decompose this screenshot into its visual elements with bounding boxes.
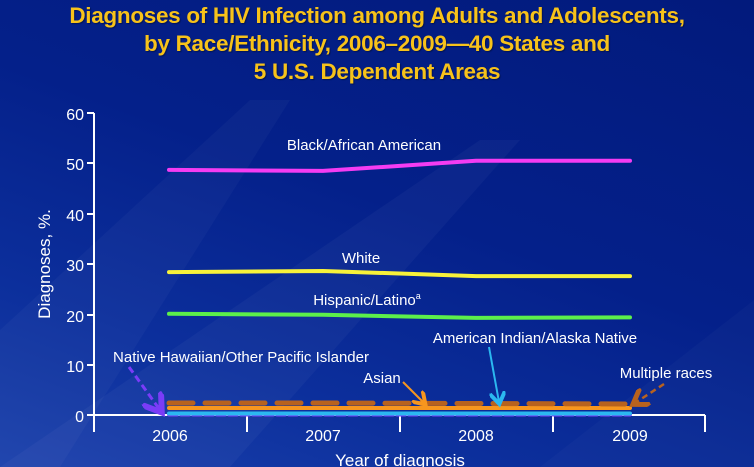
multiple-races-arrow-icon <box>635 382 665 403</box>
label-asian: Asian <box>363 370 401 387</box>
x-tick-2009: 2009 <box>612 428 648 445</box>
label-black: Black/African American <box>287 137 441 154</box>
label-multiple: Multiple races <box>620 365 713 382</box>
label-nhopi: Native Hawaiian/Other Pacific Islander <box>113 349 369 366</box>
label-hispanic-footnote: a <box>416 291 421 301</box>
y-axis <box>87 112 95 432</box>
x-axis-title: Year of diagnosis <box>335 451 465 467</box>
title-line-2: by Race/Ethnicity, 2006–2009—40 States a… <box>144 31 610 56</box>
y-tick-0: 0 <box>75 409 84 426</box>
title-line-3: 5 U.S. Dependent Areas <box>253 59 501 84</box>
y-tick-30: 30 <box>66 258 84 275</box>
x-tick-labels: 2006 2007 2008 2009 <box>152 428 648 445</box>
y-tick-10: 10 <box>66 359 84 376</box>
aian-arrow-icon <box>488 346 499 402</box>
x-tick-2008: 2008 <box>458 428 494 445</box>
y-tick-40: 40 <box>66 208 84 225</box>
label-hispanic-text: Hispanic/Latino <box>313 292 416 309</box>
label-hispanic: Hispanic/Latinoa <box>313 291 421 309</box>
y-tick-50: 50 <box>66 157 84 174</box>
nhopi-arrow-icon <box>127 366 160 410</box>
y-axis-title: Diagnoses, %. <box>35 209 54 319</box>
series-line-multiple-races <box>166 400 633 407</box>
chart-title: Diagnoses of HIV Infection among Adults … <box>0 2 754 86</box>
title-line-1: Diagnoses of HIV Infection among Adults … <box>69 3 685 28</box>
series-line-black-african-american <box>167 158 632 173</box>
y-tick-60: 60 <box>66 107 84 124</box>
series-line-white <box>167 269 632 279</box>
label-aian: American Indian/Alaska Native <box>433 330 637 347</box>
series-line-hispanic-latino <box>167 311 632 320</box>
label-white: White <box>342 250 380 267</box>
asian-arrow-icon <box>402 381 424 403</box>
series-lines <box>166 158 633 417</box>
x-tick-2007: 2007 <box>305 428 341 445</box>
y-tick-20: 20 <box>66 309 84 326</box>
x-tick-2006: 2006 <box>152 428 188 445</box>
y-tick-labels: 60 50 40 30 20 10 0 <box>66 107 84 426</box>
